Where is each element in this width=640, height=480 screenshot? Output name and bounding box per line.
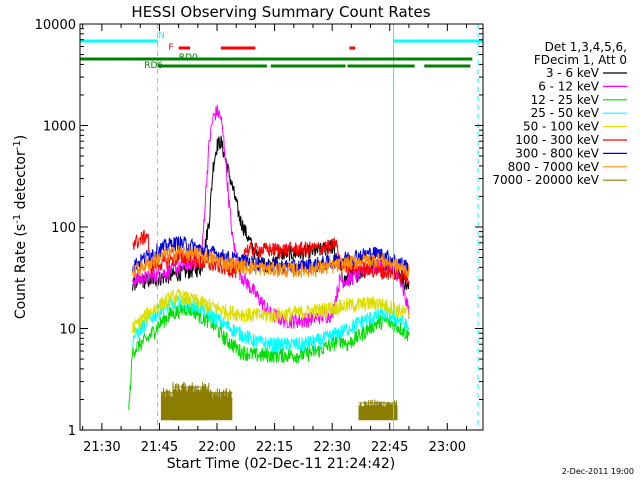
y-axis-label-sup-2: -1: [12, 140, 23, 150]
legend-label-50-100-kev: 50 - 100 keV: [523, 120, 600, 134]
legend-label-300-800-kev: 300 - 800 keV: [515, 146, 599, 160]
legend-label-3-6-kev: 3 - 6 keV: [546, 66, 600, 80]
legend: Det 1,3,4,5,6, FDecim 1, Att 0 3 - 6 keV…: [492, 40, 627, 187]
flag-label-rd0: RD0: [179, 53, 198, 63]
series-group: [128, 104, 410, 410]
legend-label-7000-20000-kev: 7000 - 20000 keV: [492, 173, 599, 187]
y-tick-label-1: 1: [68, 424, 76, 439]
y-tick-label-1000: 1000: [43, 120, 76, 135]
y-tick-label-10000: 10000: [35, 18, 76, 33]
legend-label-100-300-kev: 100 - 300 keV: [515, 133, 599, 147]
flag-label-f: F: [168, 43, 173, 53]
y-axis-label-sup-1: -1: [12, 214, 23, 224]
y-axis-label-end: ): [13, 135, 29, 140]
x-tick-label-22-15: 22:15: [256, 440, 293, 455]
legend-label-800-7000-kev: 800 - 7000 keV: [508, 160, 600, 174]
y-tick-label-100: 100: [51, 221, 76, 236]
x-tick-label-22-00: 22:00: [198, 440, 235, 455]
x-axis: 21:30 21:45 22:00 22:15 22:30 22:45 23:00: [82, 24, 467, 455]
y-axis: 1 10 100 1000 10000: [35, 18, 483, 439]
legend-header-line-1: Det 1,3,4,5,6,: [545, 40, 627, 54]
series-line-6-12-kev: [132, 104, 410, 329]
x-tick-label-22-45: 22:45: [371, 440, 408, 455]
x-axis-label: Start Time (02-Dec-11 21:24:42): [167, 456, 395, 472]
chart-title: HESSI Observing Summary Count Rates: [131, 3, 430, 21]
series-line-100-300-kev: [132, 229, 410, 286]
legend-label-25-50-kev: 25 - 50 keV: [531, 106, 600, 120]
x-tick-label-21-45: 21:45: [141, 440, 178, 455]
y-tick-label-10: 10: [59, 323, 76, 338]
footer-timestamp: 2-Dec-2011 19:00: [562, 467, 634, 476]
flag-label-rd6: RD6: [144, 61, 163, 71]
y-axis-label-main: Count Rate (s: [13, 224, 29, 319]
x-tick-label-21-30: 21:30: [83, 440, 120, 455]
legend-header-line-2: FDecim 1, Att 0: [534, 53, 627, 67]
series-line-50-100-kev: [132, 288, 410, 335]
x-tick-label-23-00: 23:00: [429, 440, 466, 455]
legend-label-12-25-kev: 12 - 25 keV: [531, 93, 600, 107]
x-tick-label-22-30: 22:30: [313, 440, 350, 455]
y-axis-label-mid: detector: [13, 150, 29, 214]
flag-label-n: N: [158, 31, 165, 41]
burst-group-7000-20000-kev: [160, 381, 398, 421]
burst-7000-20000-kev-3: [358, 399, 398, 421]
flag-bar-group: NF RD0 RD6: [80, 31, 483, 71]
legend-label-6-12-kev: 6 - 12 keV: [538, 79, 600, 93]
y-axis-label: Count Rate (s-1 detector-1): [12, 135, 29, 319]
series-line-800-7000-kev: [132, 245, 410, 279]
series-line-12-25-kev: [128, 302, 410, 410]
burst-7000-20000-kev-2: [172, 381, 210, 421]
series-line-25-50-kev: [132, 295, 410, 353]
